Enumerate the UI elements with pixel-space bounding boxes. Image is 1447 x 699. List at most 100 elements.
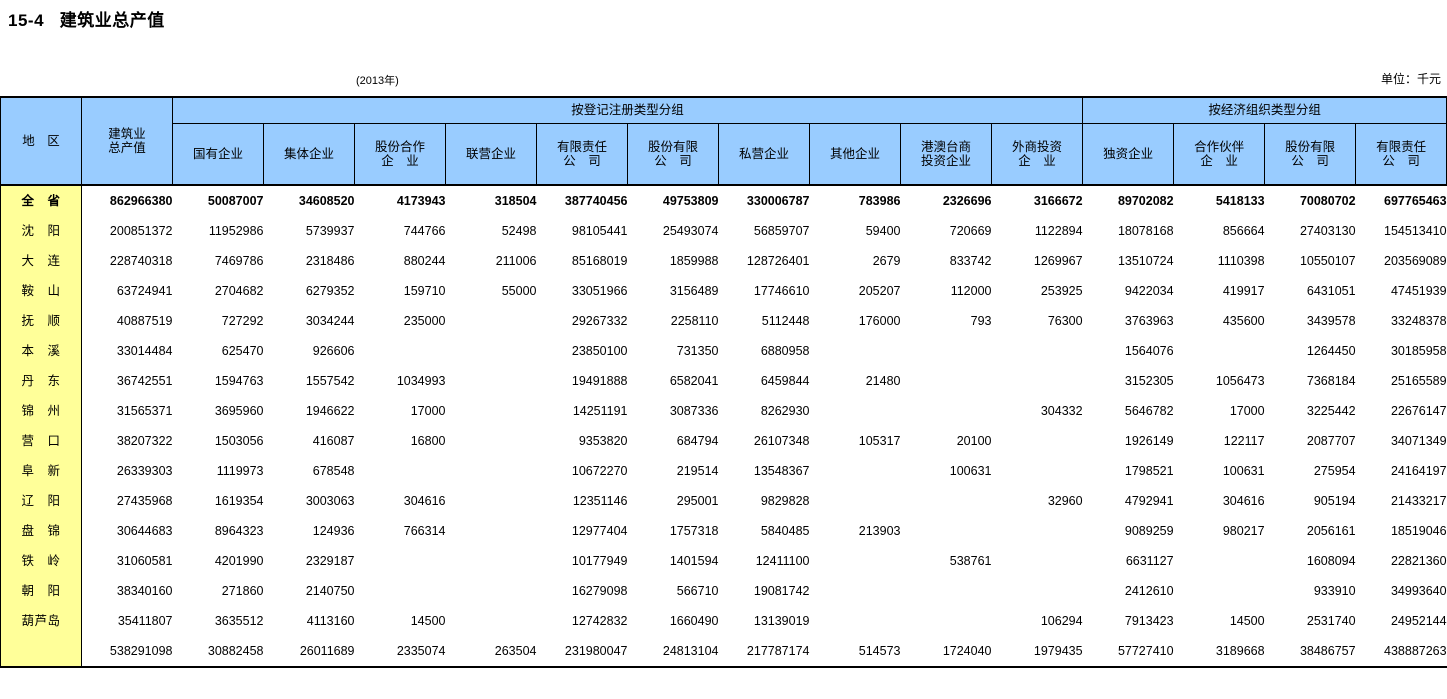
cell-value: 1119973 [216,463,264,478]
table-body: 全 省 862966380 50087007 34608520 4173943 31850… [0,184,1447,668]
cell-value: 697765463 [1355,184,1447,216]
cell-value: 3034244 [305,313,355,328]
cell-value: 304332 [1040,403,1083,418]
unit-note: 单位：千元 [1380,72,1441,86]
cell-value: 2329187 [305,553,355,568]
cell-value [355,576,446,606]
row-region-label: 盘 锦 [0,516,82,546]
cell-value [901,606,992,636]
cell-value: 6459844 [760,373,810,388]
cell-value: 18519046 [1390,523,1447,538]
cell-value: 7368184 [1306,373,1356,388]
cell-value: 13510724 [1117,253,1174,268]
cell-total-output: 63724941 [116,283,173,298]
row-region-label [0,636,82,668]
cell-value: 2531740 [1306,613,1356,628]
cell-value: 1594763 [214,373,264,388]
cell-value [1174,336,1265,366]
cell-value: 33248378 [1390,313,1447,328]
table-row: 锦 州 31565371 3695960 1946622 17000 14251191 30… [0,396,1447,426]
cell-value: 14500 [410,613,446,628]
table-row: 葫芦岛 35411807 3635512 4113160 14500 12742832 16… [0,606,1447,636]
cell-value: 24952144 [1390,613,1447,628]
cell-value: 100631 [949,463,992,478]
cell-value: 3763963 [1124,313,1174,328]
cell-value [810,396,901,426]
cell-value [901,576,992,606]
table-row: 鞍 山 63724941 2704682 6279352 159710 55000 3305… [0,276,1447,306]
cell-value [1174,546,1265,576]
cell-value: 19081742 [753,583,810,598]
cell-value: 8262930 [760,403,810,418]
row-region-label: 全 省 [0,184,82,216]
header-column-row: 国有企业 集体企业 股份合作 企 业 联营企业 有限责任 公 司 股份有限 公 … [1,123,1447,186]
cell-value: 1619354 [214,493,264,508]
cell-value [446,516,537,546]
cell-value: 100631 [1222,463,1265,478]
column-header-foreign-invested: 外商投资 企 业 [990,123,1084,186]
cell-value: 5840485 [760,523,810,538]
table-row: 阜 新 26339303 1119973 678548 10672270 219514 13… [0,456,1447,486]
cell-value: 783986 [809,184,901,216]
cell-value: 4173943 [354,184,446,216]
cell-total-output: 38340160 [116,583,173,598]
cell-value [446,606,537,636]
column-header-joint-operation: 联营企业 [445,123,537,186]
cell-value: 416087 [312,433,355,448]
cell-value: 271860 [221,583,264,598]
header-group-row: 地 区 建筑业 总产值 按登记注册类型分组 按经济组织类型分组 [0,96,1447,185]
column-group-header-registration-type: 按登记注册类型分组 [171,96,1084,124]
cell-total-output: 36742551 [116,373,173,388]
cell-value: 1724040 [900,636,992,668]
table-row: 盘 锦 30644683 8964323 124936 766314 12977404 17… [0,516,1447,546]
title-text: 建筑业总产值 [59,11,165,30]
cell-value: 19491888 [571,373,628,388]
cell-value: 17000 [1229,403,1265,418]
cell-value [810,546,901,576]
cell-value: 1757318 [669,523,719,538]
cell-value [446,366,537,396]
cell-value: 2258110 [670,313,719,328]
cell-value [992,366,1083,396]
column-header-share-cooperative: 股份合作 企 业 [354,123,446,186]
cell-value: 566710 [676,583,719,598]
cell-value: 793 [970,313,992,328]
cell-value [992,426,1083,456]
statistics-table: 地 区 建筑业 总产值 按登记注册类型分组 按经济组织类型分组 国有企业 集体企… [0,96,1447,668]
cell-value: 1122894 [1034,223,1083,238]
cell-value: 5112448 [761,313,810,328]
column-header-private: 私营企业 [718,123,810,186]
cell-value: 3695960 [214,403,264,418]
cell-value: 684794 [676,433,719,448]
row-region-label: 大 连 [0,246,82,276]
cell-value: 176000 [858,313,901,328]
cell-value: 905194 [1313,493,1356,508]
column-header-collective: 集体企业 [263,123,355,186]
cell-value: 21433217 [1390,493,1447,508]
cell-value [355,456,446,486]
cell-total-output: 27435968 [116,493,173,508]
row-region-label: 鞍 山 [0,276,82,306]
year-note: (2013年) [356,75,399,87]
cell-value: 1503056 [214,433,264,448]
cell-value: 17746610 [753,283,810,298]
cell-value [446,336,537,366]
cell-value: 24164197 [1390,463,1447,478]
cell-value [901,366,992,396]
cell-value: 4792941 [1124,493,1174,508]
cell-value: 10550107 [1299,253,1356,268]
cell-value: 205207 [858,283,901,298]
cell-value: 1608094 [1306,553,1356,568]
cell-value: 514573 [809,636,901,668]
cell-value [901,336,992,366]
cell-value: 727292 [221,313,264,328]
row-region-label: 葫芦岛 [0,606,82,636]
cell-value [355,546,446,576]
row-region-label: 朝 阳 [0,576,82,606]
cell-value: 219514 [676,463,719,478]
cell-value: 3156489 [669,283,719,298]
cell-value: 926606 [312,343,355,358]
cell-value: 13548367 [753,463,810,478]
table-row: 铁 岭 31060581 4201990 2329187 10177949 1401594… [0,546,1447,576]
